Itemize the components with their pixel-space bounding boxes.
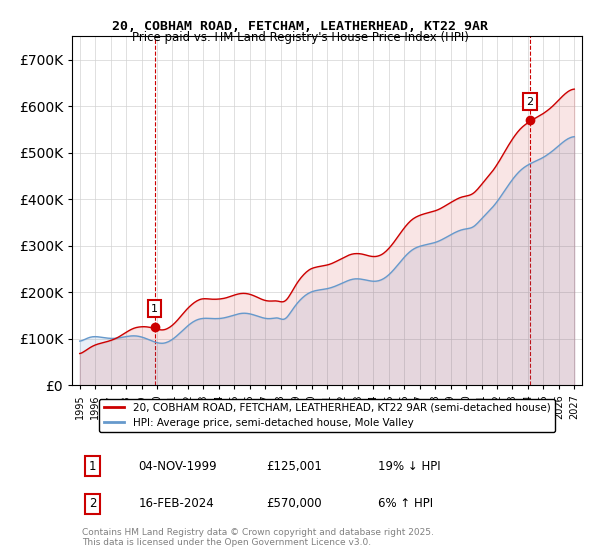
Text: 6% ↑ HPI: 6% ↑ HPI — [378, 497, 433, 510]
Text: £570,000: £570,000 — [266, 497, 322, 510]
Text: Price paid vs. HM Land Registry's House Price Index (HPI): Price paid vs. HM Land Registry's House … — [131, 31, 469, 44]
Text: 2: 2 — [89, 497, 96, 510]
Legend: 20, COBHAM ROAD, FETCHAM, LEATHERHEAD, KT22 9AR (semi-detached house), HPI: Aver: 20, COBHAM ROAD, FETCHAM, LEATHERHEAD, K… — [100, 399, 554, 432]
Text: 1: 1 — [89, 460, 96, 473]
Text: 2: 2 — [526, 96, 533, 106]
Text: Contains HM Land Registry data © Crown copyright and database right 2025.
This d: Contains HM Land Registry data © Crown c… — [82, 528, 434, 548]
Text: 19% ↓ HPI: 19% ↓ HPI — [378, 460, 440, 473]
Text: 16-FEB-2024: 16-FEB-2024 — [139, 497, 214, 510]
Text: 1: 1 — [151, 304, 158, 314]
Text: 20, COBHAM ROAD, FETCHAM, LEATHERHEAD, KT22 9AR: 20, COBHAM ROAD, FETCHAM, LEATHERHEAD, K… — [112, 20, 488, 32]
Text: 04-NOV-1999: 04-NOV-1999 — [139, 460, 217, 473]
Text: £125,001: £125,001 — [266, 460, 322, 473]
